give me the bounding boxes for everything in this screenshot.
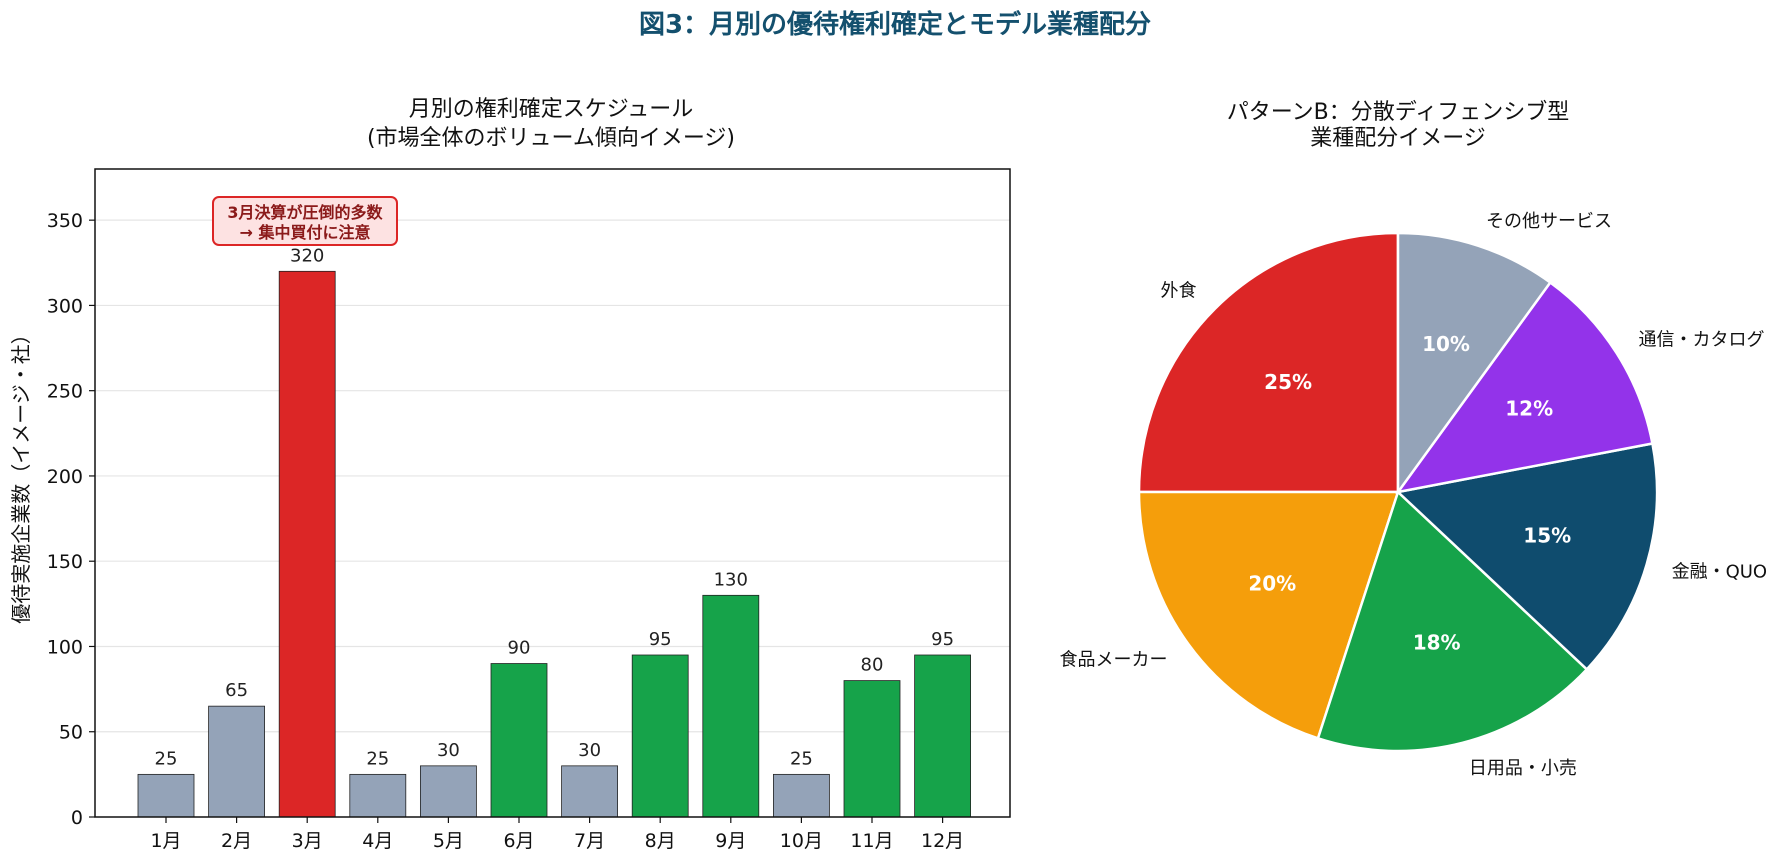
bar-value-label: 25 xyxy=(155,748,178,769)
pie-slice-label: 食品メーカー xyxy=(1060,649,1168,670)
y-tick-label: 0 xyxy=(71,807,83,829)
bar-value-label: 25 xyxy=(790,748,813,769)
y-tick-label: 50 xyxy=(59,722,83,744)
bar-value-label: 90 xyxy=(508,638,531,659)
x-tick-label: 9月 xyxy=(715,830,746,852)
x-tick-label: 7月 xyxy=(574,830,605,852)
pie-percent-label: 18% xyxy=(1413,631,1461,655)
pie-chart-title-line1: パターンB：分散ディフェンシブ型 xyxy=(1227,100,1569,125)
annotation-line2: → 集中買付に注意 xyxy=(240,223,371,242)
bar xyxy=(561,765,618,818)
bar-value-label: 95 xyxy=(931,629,954,650)
x-tick-label: 3月 xyxy=(292,830,323,852)
bar-chart-bars: 25 65 320 25 30 90 30 95 130 25 80 95 xyxy=(137,245,971,818)
pie-chart-labels: 25% 外食 20% 食品メーカー 18% 日用品・小売 15% 金融・QUO 12% 通信・カタ… xyxy=(1060,211,1768,779)
pie-percent-label: 10% xyxy=(1422,332,1470,356)
x-tick-label: 5月 xyxy=(433,830,464,852)
pie-slice xyxy=(1396,231,1552,496)
pie-slice-label: 外食 xyxy=(1161,281,1197,302)
figure-title: 図3：月別の優待権利確定とモデル業種配分 xyxy=(639,9,1151,40)
bar-value-label: 320 xyxy=(290,245,324,266)
bar xyxy=(773,773,830,818)
x-tick-label: 4月 xyxy=(362,830,393,852)
bar-value-label: 25 xyxy=(366,748,389,769)
bar-value-label: 30 xyxy=(437,740,460,761)
bar xyxy=(490,663,548,818)
bar xyxy=(843,680,901,818)
pie-chart-title-line2: 業種配分イメージ xyxy=(1310,126,1486,151)
bar-chart-y-axis-label: 優待実施企業数（イメージ・社） xyxy=(9,324,33,624)
bar-chart-axes: 0 50 100 150 200 250 300 350 1月 2月 3月 4月 5月 6月 7月 8月 9月 1… xyxy=(47,168,1011,852)
pie-chart: パターンB：分散ディフェンシブ型 業種配分イメージ 25% 外食 20% 食品メーカー… xyxy=(1060,100,1768,779)
pie-slice xyxy=(1316,489,1589,753)
x-tick-label: 12月 xyxy=(921,830,964,852)
bar xyxy=(914,654,971,818)
bar-chart: 月別の権利確定スケジュール (市場全体のボリューム傾向イメージ) 25 65 320… xyxy=(9,97,1011,852)
annotation-line1: 3月決算が圧倒的多数 xyxy=(227,203,383,222)
bar-value-label: 80 xyxy=(861,655,884,676)
bar-value-label: 95 xyxy=(649,629,672,650)
pie-percent-label: 15% xyxy=(1523,523,1571,547)
bar-chart-title-line2: (市場全体のボリューム傾向イメージ) xyxy=(367,126,735,151)
x-tick-label: 1月 xyxy=(150,830,181,852)
y-tick-label: 200 xyxy=(47,466,83,488)
bar xyxy=(631,654,689,818)
pie-slice-label: 通信・カタログ xyxy=(1639,329,1765,350)
pie-chart-slices xyxy=(1137,231,1659,753)
y-tick-label: 100 xyxy=(47,636,83,658)
y-tick-label: 150 xyxy=(47,551,83,573)
pie-slice xyxy=(1395,280,1654,494)
pie-slice-label: 日用品・小売 xyxy=(1469,758,1577,779)
y-tick-label: 350 xyxy=(47,210,83,232)
x-tick-label: 2月 xyxy=(221,830,252,852)
y-tick-label: 250 xyxy=(47,381,83,403)
pie-percent-label: 12% xyxy=(1505,397,1553,421)
bar xyxy=(208,705,266,818)
pie-slice-label: その他サービス xyxy=(1486,211,1612,232)
bar-chart-title-line1: 月別の権利確定スケジュール xyxy=(409,97,693,122)
bar xyxy=(137,773,195,818)
x-tick-label: 8月 xyxy=(645,830,676,852)
pie-slice xyxy=(1137,490,1400,740)
bar xyxy=(702,594,760,818)
x-tick-label: 6月 xyxy=(503,830,534,852)
pie-slice xyxy=(1395,442,1659,672)
annotation-box xyxy=(212,196,398,246)
y-tick-label: 300 xyxy=(47,295,83,317)
x-tick-label: 11月 xyxy=(850,830,893,852)
pie-percent-label: 25% xyxy=(1264,370,1312,394)
bar-value-label: 30 xyxy=(578,740,601,761)
bar-chart-frame xyxy=(94,168,1011,818)
bar-value-label: 65 xyxy=(225,680,248,701)
x-tick-label: 10月 xyxy=(780,830,823,852)
bar xyxy=(419,765,477,818)
bar xyxy=(349,773,407,818)
bar xyxy=(278,270,336,818)
bar-chart-annotation: 3月決算が圧倒的多数 → 集中買付に注意 xyxy=(212,196,398,246)
pie-slice-label: 金融・QUO xyxy=(1672,561,1768,582)
pie-percent-label: 20% xyxy=(1248,571,1296,595)
pie-slice xyxy=(1137,231,1400,494)
bar-value-label: 130 xyxy=(714,569,748,590)
